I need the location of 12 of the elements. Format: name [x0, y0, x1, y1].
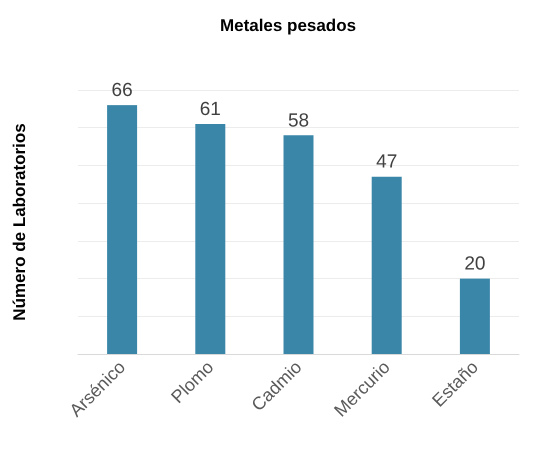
bar [460, 278, 490, 354]
data-label: 66 [112, 80, 133, 102]
data-label: 20 [464, 254, 486, 275]
bar [372, 176, 402, 354]
data-label: 47 [376, 152, 398, 173]
bar [284, 135, 314, 354]
y-axis-title: Número de Laboratorios [10, 123, 29, 321]
bar [107, 105, 138, 354]
data-label: 61 [200, 98, 221, 120]
data-label: 58 [288, 110, 310, 132]
bar [195, 124, 226, 354]
chart-title: Metales pesados [220, 16, 356, 35]
